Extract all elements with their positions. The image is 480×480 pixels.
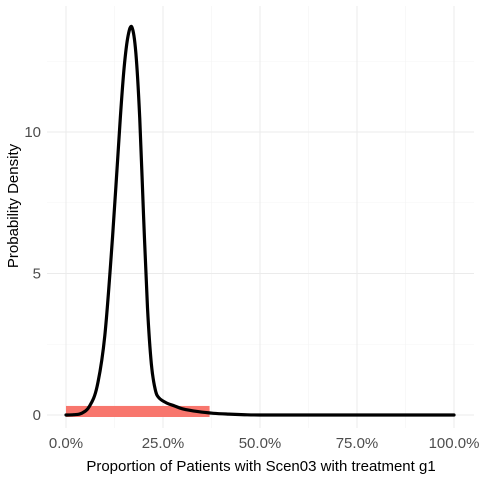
- density-curve-layer: [64, 24, 456, 417]
- x-tick-label: 25.0%: [142, 435, 185, 452]
- x-tick-label: 75.0%: [336, 435, 379, 452]
- y-tick-label: 10: [24, 124, 41, 141]
- x-tick-label: 0.0%: [49, 435, 83, 452]
- y-axis-title: Probability Density: [5, 143, 22, 268]
- y-tick-label: 5: [33, 266, 41, 283]
- x-axis-title: Proportion of Patients with Scen03 with …: [86, 458, 435, 475]
- x-tick-labels: 0.0% 25.0% 50.0% 75.0% 100.0%: [49, 435, 480, 452]
- density-curve: [64, 24, 456, 417]
- grid-lines: [47, 6, 474, 428]
- y-tick-labels: 0 5 10: [24, 124, 41, 424]
- red-band: [66, 405, 210, 417]
- x-tick-label: 50.0%: [239, 435, 282, 452]
- red-band-layer: [66, 405, 210, 417]
- y-tick-label: 0: [33, 407, 41, 424]
- x-tick-label: 100.0%: [429, 435, 480, 452]
